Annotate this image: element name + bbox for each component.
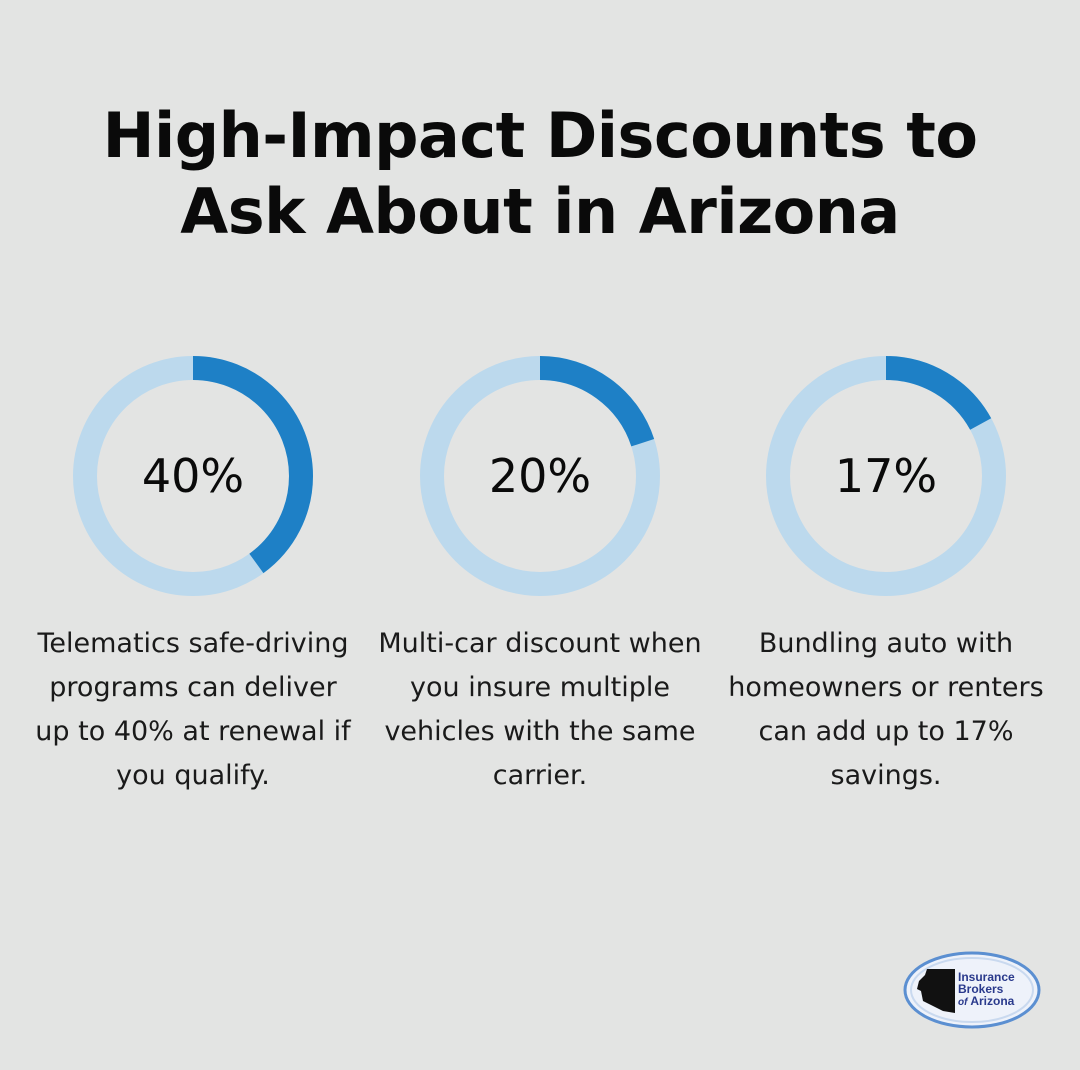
logo-wordmark: Insurance Brokers of Arizona xyxy=(958,971,1015,1009)
stat-value: 20% xyxy=(488,449,592,503)
logo-line-3: of Arizona xyxy=(958,995,1015,1009)
ring-fill-arc xyxy=(766,356,1006,596)
arizona-map-icon xyxy=(917,969,955,1013)
logo-inner-oval xyxy=(910,957,1034,1023)
donut-chart: 20% xyxy=(418,354,662,598)
logo-of: of xyxy=(958,997,968,1008)
stat-card-multi-car: 20% Multi-car discount when you insure m… xyxy=(375,354,705,798)
ring-fill-arc xyxy=(73,356,313,596)
company-logo: Insurance Brokers of Arizona xyxy=(903,951,1041,1029)
stat-value: 17% xyxy=(834,449,938,503)
logo-line-2: Brokers xyxy=(958,982,1004,996)
donut-ring xyxy=(420,356,660,596)
logo-arizona: Arizona xyxy=(970,994,1015,1008)
ring-fill-arc xyxy=(420,356,660,596)
donut-chart: 40% xyxy=(71,354,315,598)
donut-ring xyxy=(73,356,313,596)
page-title: High-Impact Discounts to Ask About in Ar… xyxy=(0,98,1080,250)
donut-chart: 17% xyxy=(764,354,1008,598)
stat-card-telematics: 40% Telematics safe-driving programs can… xyxy=(28,354,358,798)
stat-description: Multi-car discount when you insure multi… xyxy=(378,628,702,791)
stat-value: 40% xyxy=(141,449,245,503)
donut-ring xyxy=(766,356,1006,596)
title-line-1: High-Impact Discounts to xyxy=(102,99,978,172)
stat-description: Telematics safe-driving programs can del… xyxy=(35,628,351,791)
stat-description: Bundling auto with homeowners or renters… xyxy=(728,628,1044,791)
logo-line-1: Insurance xyxy=(958,970,1015,984)
logo-emblem xyxy=(903,951,1041,1029)
title-line-2: Ask About in Arizona xyxy=(180,175,900,248)
stat-card-bundling: 17% Bundling auto with homeowners or ren… xyxy=(721,354,1051,798)
